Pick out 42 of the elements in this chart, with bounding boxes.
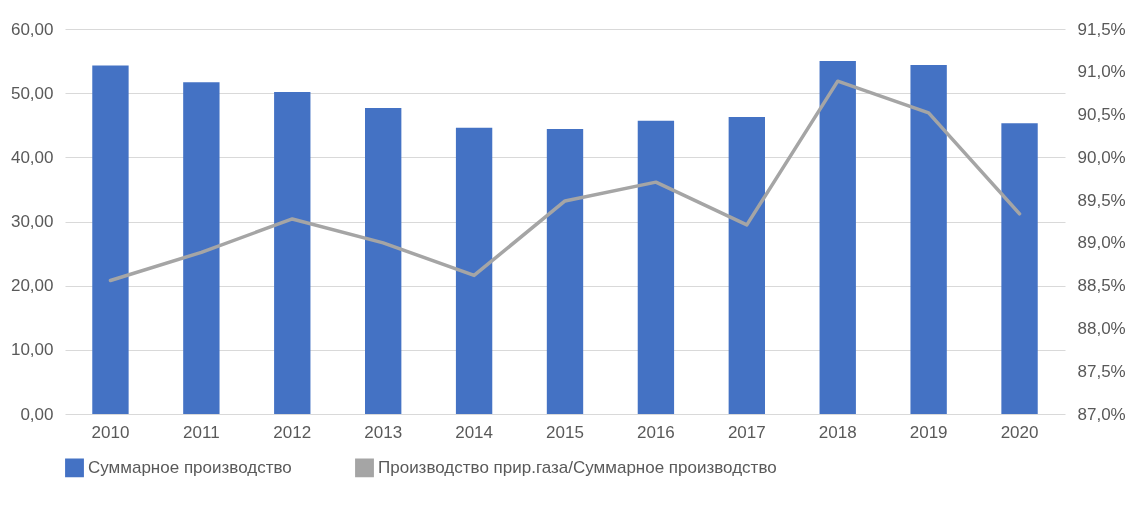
y2-tick-label: 89,0% xyxy=(1077,233,1126,253)
legend-label: Суммарное производство xyxy=(88,457,292,477)
y-tick-label: 10,00 xyxy=(10,340,54,360)
y-tick-label: 50,00 xyxy=(10,83,54,103)
bar xyxy=(92,65,129,414)
legend-label: Производство прир.газа/Суммарное производство xyxy=(378,457,777,477)
x-tick-label: 2017 xyxy=(727,422,766,442)
y2-tick-label: 89,5% xyxy=(1077,190,1126,210)
bar xyxy=(1001,123,1038,414)
bar xyxy=(819,61,856,414)
y-tick-label: 20,00 xyxy=(10,276,54,296)
x-tick-label: 2019 xyxy=(909,422,948,442)
y2-tick-label: 87,0% xyxy=(1077,404,1126,424)
y2-tick-label: 91,0% xyxy=(1077,62,1126,82)
y-tick-label: 40,00 xyxy=(10,147,54,167)
y2-tick-label: 87,5% xyxy=(1077,361,1126,381)
y2-tick-label: 88,0% xyxy=(1077,318,1126,338)
bar xyxy=(637,120,675,414)
bar xyxy=(274,91,311,414)
x-tick-label: 2011 xyxy=(183,422,220,442)
y2-tick-label: 90,0% xyxy=(1077,147,1126,167)
x-tick-label: 2020 xyxy=(1000,422,1039,442)
line-series xyxy=(108,79,1022,283)
bar xyxy=(365,107,402,414)
y-tick-label: 60,00 xyxy=(10,19,54,39)
bar xyxy=(455,127,493,414)
x-tick-label: 2018 xyxy=(818,422,857,442)
bar xyxy=(183,82,220,414)
bar xyxy=(728,116,765,414)
y-tick-label: 0,00 xyxy=(20,404,54,424)
bar xyxy=(546,129,584,414)
y-tick-label: 30,00 xyxy=(10,212,54,231)
x-tick-label: 2015 xyxy=(546,422,584,442)
y2-tick-label: 90,5% xyxy=(1077,105,1126,125)
bar xyxy=(910,64,947,414)
y2-tick-label: 91,5% xyxy=(1077,19,1126,39)
x-tick-label: 2013 xyxy=(364,422,403,442)
y2-tick-label: 88,5% xyxy=(1077,276,1126,296)
x-tick-label: 2016 xyxy=(637,422,675,442)
x-tick-label: 2010 xyxy=(91,422,130,442)
x-tick-label: 2012 xyxy=(273,422,312,442)
x-tick-label: 2014 xyxy=(455,422,493,442)
